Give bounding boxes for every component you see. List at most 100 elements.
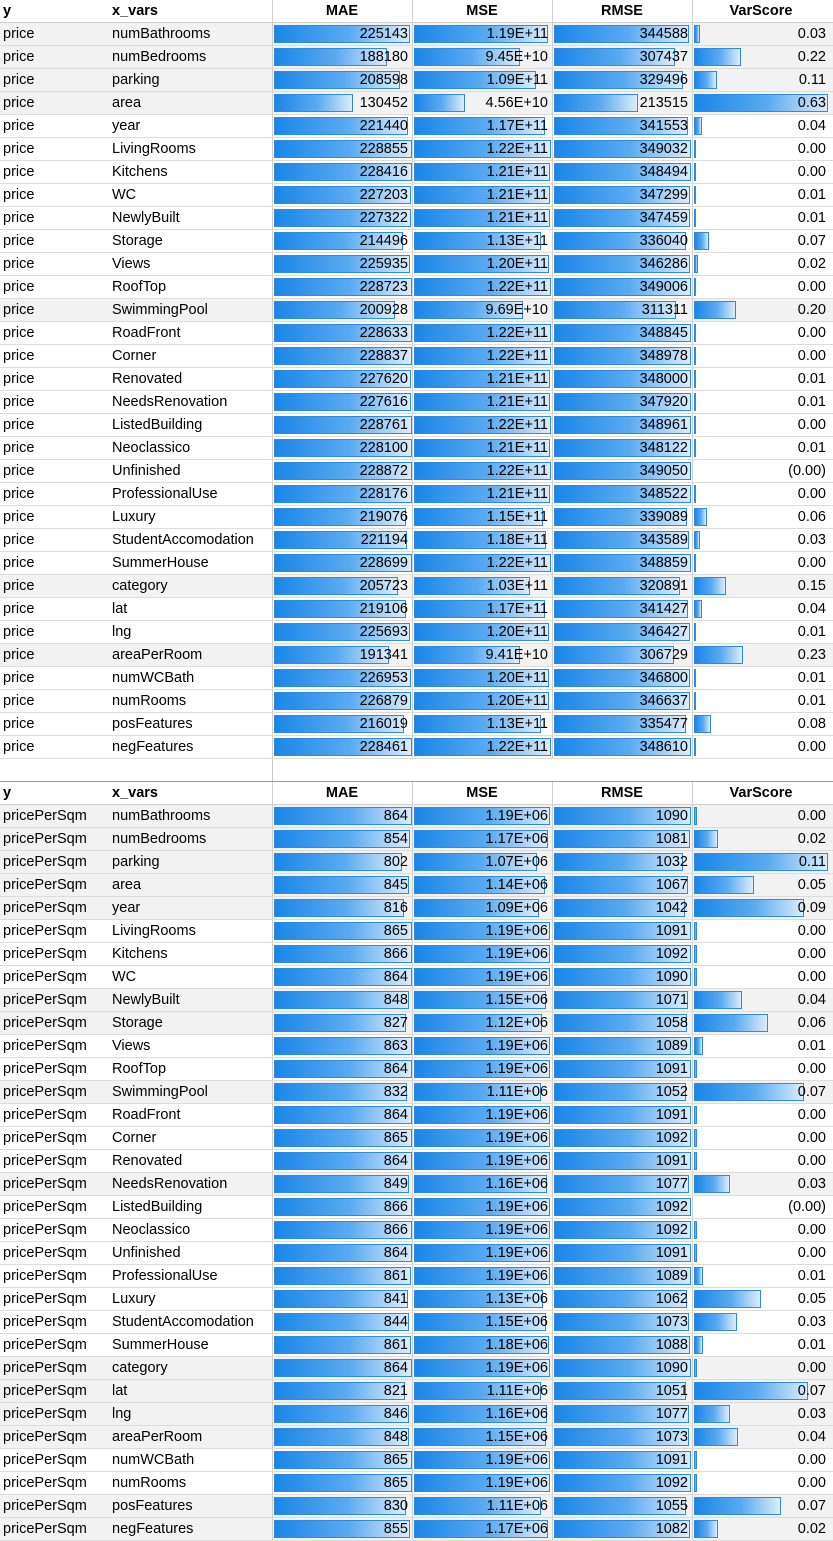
cell-y[interactable]: pricePerSqm — [3, 1498, 87, 1514]
cell-mse[interactable]: 1.07E+06 — [412, 851, 551, 873]
table-row[interactable]: pricePerSqm areaPerRoom 848 1.15E+06 1073 0.0… — [0, 1426, 833, 1449]
cell-x-var[interactable]: numWCBath — [112, 1452, 195, 1468]
cell-rmse[interactable]: 344588 — [552, 23, 691, 45]
cell-rmse[interactable]: 1092 — [552, 1472, 691, 1494]
cell-rmse[interactable]: 336040 — [552, 230, 691, 252]
table-row[interactable]: pricePerSqm lng 846 1.16E+06 1077 0.03 — [0, 1403, 833, 1426]
cell-mse[interactable]: 1.19E+06 — [412, 966, 551, 988]
table-row[interactable]: pricePerSqm parking 802 1.07E+06 1032 0.11 — [0, 851, 833, 874]
cell-var[interactable]: 0.01 — [692, 621, 829, 643]
cell-mse[interactable]: 1.21E+11 — [412, 184, 551, 206]
cell-x-var[interactable]: area — [112, 877, 142, 893]
cell-mse[interactable]: 9.41E+10 — [412, 644, 551, 666]
cell-mae[interactable]: 865 — [272, 1449, 412, 1471]
table-row[interactable]: pricePerSqm Renovated 864 1.19E+06 1091 0.00 — [0, 1150, 833, 1173]
cell-var[interactable]: 0.00 — [692, 1127, 829, 1149]
cell-y[interactable]: pricePerSqm — [3, 923, 87, 939]
cell-mae[interactable]: 228100 — [272, 437, 412, 459]
table-row[interactable]: pricePerSqm lat 821 1.11E+06 1051 0.07 — [0, 1380, 833, 1403]
cell-var[interactable]: 0.05 — [692, 1288, 829, 1310]
cell-x-var[interactable]: parking — [112, 854, 160, 870]
cell-mse[interactable]: 1.21E+11 — [412, 207, 551, 229]
cell-y[interactable]: pricePerSqm — [3, 1245, 87, 1261]
cell-y[interactable]: pricePerSqm — [3, 1268, 87, 1284]
cell-mse[interactable]: 1.16E+06 — [412, 1403, 551, 1425]
cell-rmse[interactable]: 348961 — [552, 414, 691, 436]
cell-mse[interactable]: 1.22E+11 — [412, 322, 551, 344]
cell-rmse[interactable]: 348122 — [552, 437, 691, 459]
cell-mse[interactable]: 1.12E+06 — [412, 1012, 551, 1034]
cell-mae[interactable]: 864 — [272, 1357, 412, 1379]
cell-var[interactable]: 0.01 — [692, 437, 829, 459]
cell-var[interactable]: 0.02 — [692, 828, 829, 850]
cell-mse[interactable]: 1.13E+11 — [412, 713, 551, 735]
cell-rmse[interactable]: 348845 — [552, 322, 691, 344]
cell-mae[interactable]: 228461 — [272, 736, 412, 758]
cell-rmse[interactable]: 346427 — [552, 621, 691, 643]
cell-mse[interactable]: 1.19E+06 — [412, 1472, 551, 1494]
cell-y[interactable]: price — [3, 233, 35, 249]
cell-mse[interactable]: 1.22E+11 — [412, 138, 551, 160]
cell-y[interactable]: price — [3, 26, 35, 42]
cell-mae[interactable]: 228416 — [272, 161, 412, 183]
cell-x-var[interactable]: RoofTop — [112, 1061, 167, 1077]
cell-x-var[interactable]: ListedBuilding — [112, 417, 203, 433]
table-row[interactable]: price numRooms 226879 1.20E+11 346637 0.01 — [0, 690, 833, 713]
table-row[interactable]: price Renovated 227620 1.21E+11 348000 0.01 — [0, 368, 833, 391]
cell-x-var[interactable]: NeedsRenovation — [112, 394, 228, 410]
cell-mae[interactable]: 226879 — [272, 690, 411, 712]
cell-y[interactable]: pricePerSqm — [3, 1176, 87, 1192]
cell-x-var[interactable]: numBathrooms — [112, 808, 211, 824]
cell-x-var[interactable]: Luxury — [112, 509, 156, 525]
table-row[interactable]: pricePerSqm area 845 1.14E+06 1067 0.05 — [0, 874, 833, 897]
cell-rmse[interactable]: 1092 — [552, 1127, 691, 1149]
cell-x-var[interactable]: NewlyBuilt — [112, 992, 180, 1008]
cell-var[interactable]: 0.22 — [692, 46, 829, 68]
cell-mae[interactable]: 864 — [272, 805, 412, 827]
cell-mse[interactable]: 1.21E+11 — [412, 391, 551, 413]
header-mse[interactable]: MSE — [412, 0, 551, 22]
cell-y[interactable]: price — [3, 210, 35, 226]
cell-mae[interactable]: 861 — [272, 1334, 411, 1356]
cell-x-var[interactable]: SummerHouse — [112, 1337, 209, 1353]
cell-y[interactable]: price — [3, 532, 35, 548]
cell-mae[interactable]: 208598 — [272, 69, 411, 91]
cell-y[interactable]: price — [3, 716, 35, 732]
cell-y[interactable]: price — [3, 187, 35, 203]
cell-x-var[interactable]: SummerHouse — [112, 555, 209, 571]
cell-var[interactable]: 0.07 — [692, 1081, 829, 1103]
cell-x-var[interactable]: RoofTop — [112, 279, 167, 295]
cell-x-var[interactable]: numWCBath — [112, 670, 195, 686]
cell-x-var[interactable]: numBedrooms — [112, 831, 207, 847]
cell-rmse[interactable]: 1091 — [552, 1058, 691, 1080]
cell-x-var[interactable]: lng — [112, 1406, 132, 1422]
cell-var[interactable]: 0.05 — [692, 874, 829, 896]
cell-mae[interactable]: 219076 — [272, 506, 411, 528]
cell-var[interactable]: 0.01 — [692, 690, 829, 712]
cell-y[interactable]: price — [3, 302, 35, 318]
cell-rmse[interactable]: 1091 — [552, 1242, 691, 1264]
header-varscore[interactable]: VarScore — [692, 782, 829, 804]
cell-rmse[interactable]: 1042 — [552, 897, 691, 919]
cell-y[interactable]: price — [3, 95, 35, 111]
cell-x-var[interactable]: lat — [112, 1383, 128, 1399]
table-row[interactable]: pricePerSqm ListedBuilding 866 1.19E+06 1092… — [0, 1196, 833, 1219]
cell-mse[interactable]: 1.21E+11 — [412, 483, 551, 505]
cell-y[interactable]: pricePerSqm — [3, 1291, 87, 1307]
cell-y[interactable]: pricePerSqm — [3, 1521, 87, 1537]
cell-var[interactable]: 0.00 — [692, 736, 829, 758]
cell-rmse[interactable]: 348522 — [552, 483, 691, 505]
table-row[interactable]: pricePerSqm category 864 1.19E+06 1090 0.00 — [0, 1357, 833, 1380]
cell-x-var[interactable]: numRooms — [112, 1475, 187, 1491]
cell-rmse[interactable]: 348000 — [552, 368, 691, 390]
cell-y[interactable]: pricePerSqm — [3, 808, 87, 824]
cell-y[interactable]: pricePerSqm — [3, 1038, 87, 1054]
cell-mse[interactable]: 1.09E+06 — [412, 897, 551, 919]
cell-mse[interactable]: 1.21E+11 — [412, 437, 551, 459]
cell-mse[interactable]: 1.14E+06 — [412, 874, 551, 896]
cell-var[interactable]: 0.01 — [692, 667, 829, 689]
cell-mse[interactable]: 1.21E+11 — [412, 161, 551, 183]
cell-mae[interactable]: 219106 — [272, 598, 411, 620]
cell-mae[interactable]: 225693 — [272, 621, 411, 643]
table-row[interactable]: price areaPerRoom 191341 9.41E+10 306729 0.23 — [0, 644, 833, 667]
